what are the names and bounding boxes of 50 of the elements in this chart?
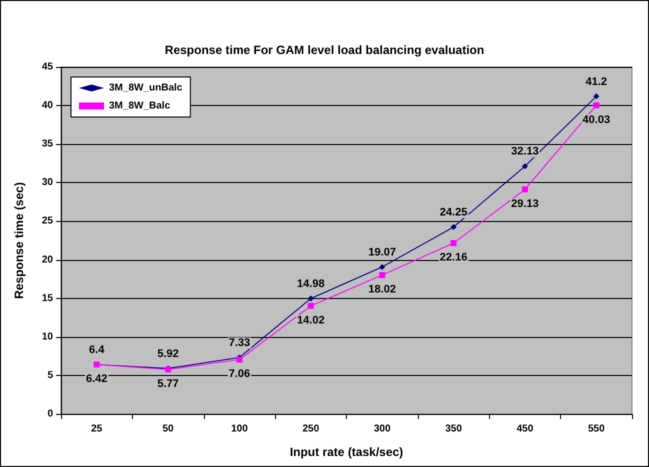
data-label: 22.16: [440, 252, 468, 264]
point: [450, 224, 457, 230]
legend-label: 3M_8W_unBalc: [109, 82, 183, 94]
point: [308, 295, 314, 302]
point: [308, 302, 314, 309]
x-tick-label: 450: [516, 424, 534, 434]
data-label: 41.2: [586, 76, 608, 88]
y-tick-label: 45: [42, 62, 54, 72]
legend-label: 3M_8W_Balc: [109, 100, 171, 112]
data-label: 6.4: [89, 344, 106, 356]
x-tick-label: 25: [91, 424, 103, 434]
y-tick-label: 15: [42, 292, 54, 304]
y-tick-label: 40: [42, 100, 54, 112]
x-tick-label: 550: [588, 424, 606, 434]
point: [379, 264, 386, 270]
point: [593, 102, 600, 108]
y-tick-label: 5: [47, 370, 54, 381]
chart-title: Response time For GAM level load balancing evaluation: [164, 43, 484, 57]
data-label: 5.77: [157, 378, 179, 390]
point: [450, 240, 457, 246]
data-label: 7.06: [228, 368, 250, 380]
data-label: 24.25: [440, 206, 468, 219]
y-tick-label: 25: [42, 216, 54, 227]
y-tick-label: 20: [42, 254, 54, 266]
x-tick-label: 300: [374, 424, 391, 434]
y-tick-label: 30: [42, 177, 54, 188]
y-tick-label: 10: [42, 331, 54, 342]
data-label: 14.02: [297, 314, 325, 326]
x-axis-title: Input rate (task/sec): [290, 445, 404, 459]
x-tick-label: 100: [231, 424, 248, 434]
point: [593, 93, 600, 100]
y-axis-title: Response time (sec): [12, 182, 26, 299]
y-tick-label: 0: [47, 408, 54, 420]
data-label: 19.07: [368, 246, 396, 258]
y-tick-label: 35: [42, 138, 54, 150]
data-label: 18.02: [368, 284, 396, 296]
data-label: 7.33: [228, 336, 250, 349]
point: [522, 186, 528, 192]
data-label: 29.13: [511, 198, 539, 210]
x-tick-label: 250: [302, 424, 320, 434]
data-label: 5.92: [157, 348, 179, 360]
data-label: 14.98: [297, 278, 325, 290]
x-tick-label: 350: [445, 424, 462, 434]
data-label: 6.42: [86, 372, 108, 385]
x-tick-label: 50: [162, 424, 174, 434]
data-label: 40.03: [582, 114, 610, 126]
point: [236, 356, 242, 363]
point: [522, 163, 528, 170]
data-label: 32.13: [511, 146, 539, 158]
point: [379, 272, 386, 278]
